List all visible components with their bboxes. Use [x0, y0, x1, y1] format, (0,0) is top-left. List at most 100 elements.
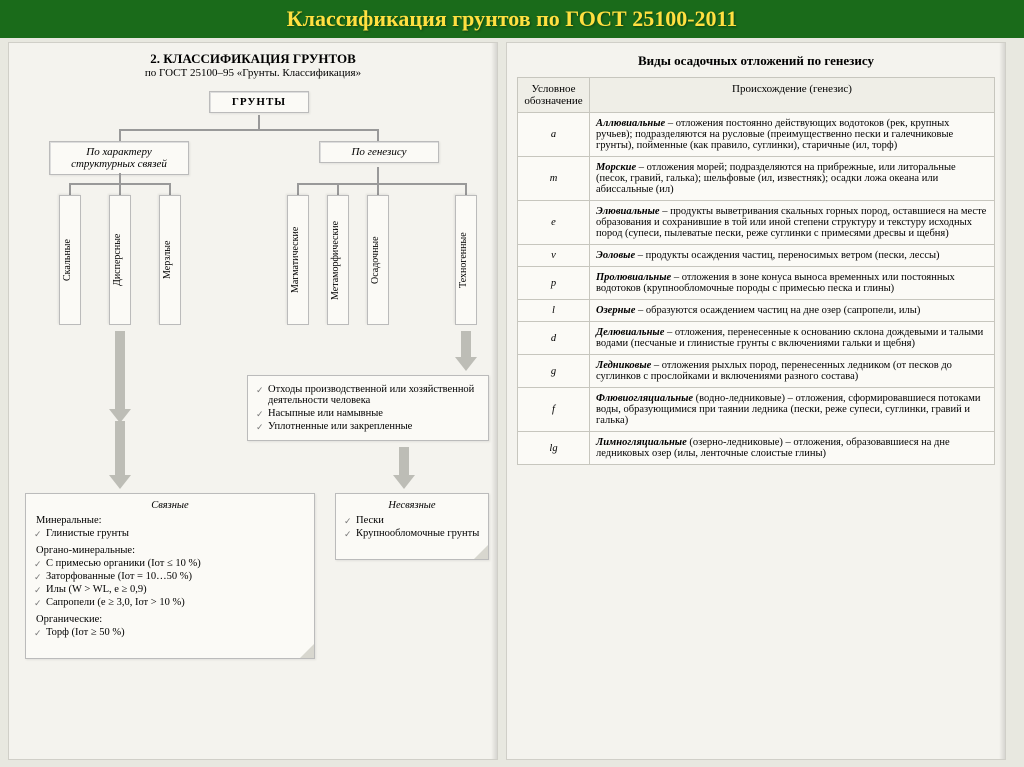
cell-symbol: f	[518, 388, 590, 432]
term: Делювиальные	[596, 327, 664, 338]
cell-desc: Лимногляциальные (озерно-ледниковые) – о…	[590, 432, 995, 465]
cat2-item: Сапропели (e ≥ 3,0, Iот > 10 %)	[34, 597, 306, 608]
genesis-table: Условное обозначение Происхождение (гене…	[517, 77, 995, 465]
connector	[377, 183, 379, 195]
thick-arrow-icon	[399, 447, 409, 477]
leaf-a2: Мерзлые	[159, 195, 181, 325]
cell-desc: Эоловые – продукты осаждения частиц, пер…	[590, 245, 995, 267]
term: Озерные	[596, 305, 635, 316]
cat2-item: Илы (W > WL, e ≥ 0,9)	[34, 584, 306, 595]
cell-desc: Пролювиальные – отложения в зоне конуса …	[590, 267, 995, 300]
nesvyaz-item: Крупнообломочные грунты	[344, 528, 480, 539]
thick-arrow-icon	[115, 421, 125, 477]
term: Эоловые	[596, 250, 635, 261]
term: Ледниковые	[596, 360, 651, 371]
connector	[119, 173, 121, 183]
cell-desc: Озерные – образуются осаждением частиц н…	[590, 300, 995, 322]
node-root: ГРУНТЫ	[209, 91, 309, 113]
folded-corner-icon	[300, 644, 314, 658]
cell-desc: Делювиальные – отложения, перенесенные к…	[590, 322, 995, 355]
term: Лимногляциальные	[596, 437, 687, 448]
nesvyaz-item: Пески	[344, 515, 480, 526]
cell-symbol: v	[518, 245, 590, 267]
thick-arrow-icon	[115, 331, 125, 411]
table-row: gЛедниковые – отложения рыхлых пород, пе…	[518, 355, 995, 388]
folded-corner-icon	[474, 545, 488, 559]
cell-desc: Ледниковые – отложения рыхлых пород, пер…	[590, 355, 995, 388]
leaf-b2: Осадочные	[367, 195, 389, 325]
cat2-item: Заторфованные (Iот = 10…50 %)	[34, 571, 306, 582]
connector	[69, 183, 71, 195]
left-subnote: по ГОСТ 25100–95 «Грунты. Классификация»	[19, 67, 487, 79]
cat3-label: Органические:	[36, 614, 306, 625]
connector	[377, 167, 379, 183]
connector	[337, 183, 339, 195]
nesvyaz-title: Несвязные	[344, 500, 480, 511]
leaf-b3: Техногенные	[455, 195, 477, 325]
lower-flow: Связные Минеральные: Глинистые грунты Ор…	[19, 415, 487, 755]
connector	[297, 183, 467, 185]
page-fold-shadow	[999, 43, 1005, 759]
table-row: vЭоловые – продукты осаждения частиц, пе…	[518, 245, 995, 267]
connector	[119, 129, 379, 131]
svyaz-box: Связные Минеральные: Глинистые грунты Ор…	[25, 493, 315, 659]
connector	[119, 183, 121, 195]
cat2-label: Органо-минеральные:	[36, 545, 306, 556]
cat3-item: Торф (Iот ≥ 50 %)	[34, 627, 306, 638]
cell-desc: Флювиогляциальные (водно-ледниковые) – о…	[590, 388, 995, 432]
cell-desc: Морские – отложения морей; подразделяютс…	[590, 157, 995, 201]
leaf-a0: Скальные	[59, 195, 81, 325]
cat1-label: Минеральные:	[36, 515, 306, 526]
table-row: dДелювиальные – отложения, перенесенные …	[518, 322, 995, 355]
connector	[169, 183, 171, 195]
connector	[465, 183, 467, 195]
cell-symbol: m	[518, 157, 590, 201]
term: Элювиальные	[596, 206, 660, 217]
cell-symbol: g	[518, 355, 590, 388]
table-row: lgЛимногляциальные (озерно-ледниковые) –…	[518, 432, 995, 465]
left-heading: 2. КЛАССИФИКАЦИЯ ГРУНТОВ	[19, 51, 487, 67]
term: Аллювиальные	[596, 118, 665, 129]
term: Флювиогляциальные	[596, 393, 693, 404]
page-title: Классификация грунтов по ГОСТ 25100-2011	[287, 6, 738, 31]
page-title-bar: Классификация грунтов по ГОСТ 25100-2011	[0, 0, 1024, 38]
table-row: lОзерные – образуются осаждением частиц …	[518, 300, 995, 322]
right-heading: Виды осадочных отложений по генезису	[517, 53, 995, 69]
connector	[377, 129, 379, 141]
cell-symbol: e	[518, 201, 590, 245]
flowchart: ГРУНТЫ По характеру структурных связей П…	[19, 85, 487, 415]
cat1-item: Глинистые грунты	[34, 528, 306, 539]
connector	[258, 115, 260, 129]
table-row: aАллювиальные – отложения постоянно дейс…	[518, 113, 995, 157]
node-branch-b: По генезису	[319, 141, 439, 163]
table-row: mМорские – отложения морей; подразделяют…	[518, 157, 995, 201]
connector	[297, 183, 299, 195]
nesvyaz-box: Несвязные Пески Крупнообломочные грунты	[335, 493, 489, 560]
cat2-item: С примесью органики (Iот ≤ 10 %)	[34, 558, 306, 569]
svyaz-title: Связные	[34, 500, 306, 511]
thick-arrow-icon	[461, 331, 471, 359]
cell-symbol: a	[518, 113, 590, 157]
page-body: 2. КЛАССИФИКАЦИЯ ГРУНТОВ по ГОСТ 25100–9…	[0, 38, 1024, 764]
col-origin: Происхождение (генезис)	[590, 78, 995, 113]
node-branch-a: По характеру структурных связей	[49, 141, 189, 175]
cell-symbol: d	[518, 322, 590, 355]
cell-symbol: l	[518, 300, 590, 322]
page-fold-shadow	[491, 43, 497, 759]
left-panel: 2. КЛАССИФИКАЦИЯ ГРУНТОВ по ГОСТ 25100–9…	[8, 42, 498, 760]
cell-desc: Аллювиальные – отложения постоянно дейст…	[590, 113, 995, 157]
col-symbol: Условное обозначение	[518, 78, 590, 113]
cell-desc: Элювиальные – продукты выветривания скал…	[590, 201, 995, 245]
connector	[119, 129, 121, 141]
term: Морские	[596, 162, 636, 173]
term: Пролювиальные	[596, 272, 671, 283]
leaf-b0: Магматические	[287, 195, 309, 325]
table-row: eЭлювиальные – продукты выветривания ска…	[518, 201, 995, 245]
table-row: pПролювиальные – отложения в зоне конуса…	[518, 267, 995, 300]
cell-symbol: lg	[518, 432, 590, 465]
cell-symbol: p	[518, 267, 590, 300]
table-row: fФлювиогляциальные (водно-ледниковые) – …	[518, 388, 995, 432]
right-panel: Виды осадочных отложений по генезису Усл…	[506, 42, 1006, 760]
leaf-b1: Метаморфические	[327, 195, 349, 325]
leaf-a1: Дисперсные	[109, 195, 131, 325]
